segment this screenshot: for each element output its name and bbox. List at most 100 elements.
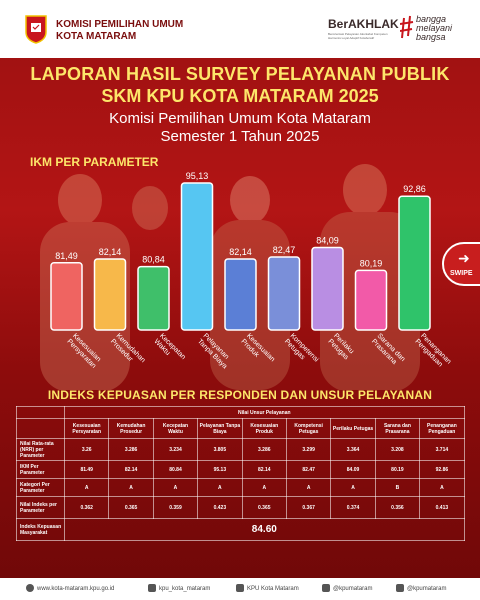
table-cell: A [330, 478, 376, 497]
bar-value-label: 82,14 [99, 247, 122, 257]
footer-x-text: kpu_kota_mataram [159, 586, 211, 592]
bar [224, 258, 257, 331]
bar [311, 246, 344, 331]
berakhlak-subtitle: Berorientasi Pelayanan Akuntabel Kompete… [328, 32, 388, 40]
table-cell: 0.356 [374, 496, 421, 519]
table-cell: A [152, 478, 199, 497]
bar-value-label: 92,86 [403, 184, 426, 194]
report-subtitle-line2: Semester 1 Tahun 2025 [160, 128, 320, 145]
chart-title: IKM PER PARAMETER [30, 155, 159, 169]
report-subtitle-line1: Komisi Pemilihan Umum Kota Mataram [109, 110, 371, 127]
table-cell: 0.367 [285, 496, 332, 519]
table-cell: 84.09 [330, 460, 376, 479]
bar-value-label: 82,47 [273, 245, 296, 255]
table-cell: A [285, 478, 332, 497]
footer-tiktok-text: @kpumataram [407, 586, 447, 592]
category-tick-label: PenangananPengaduan [413, 332, 452, 371]
table-cell: 82.47 [285, 460, 332, 479]
footer-instagram[interactable]: @kpumataram [322, 584, 372, 594]
table-cell: 80.84 [152, 460, 199, 479]
berakhlak-logo: BerAKHLAK Berorientasi Pelayanan Akuntab… [328, 17, 399, 40]
swipe-arrow-icon: ➜ [458, 250, 470, 266]
table-column-header: Kecepatan Waktu [152, 418, 199, 439]
footer-facebook-text: KPU Kota Mataram [247, 586, 299, 592]
table-column-header: Perilaku Petugas [330, 418, 376, 439]
table-row-label: Nilai Rata-rata (NRR) per Parameter [16, 438, 65, 461]
bar [354, 269, 388, 331]
org-name: KOMISI PEMILIHAN UMUM KOTA MATARAM [56, 19, 183, 43]
category-tick-label: KesesuaianProduk [239, 332, 276, 369]
tiktok-icon [396, 584, 404, 593]
table-cell: 0.359 [152, 496, 199, 519]
table-cell: 80.19 [374, 460, 421, 479]
table-cell: A [108, 478, 154, 497]
table-cell: 0.423 [197, 496, 243, 519]
table-cell: 3.714 [419, 438, 465, 461]
table-cell: 92.86 [419, 460, 465, 479]
report-title-line2: SKM KPU KOTA MATARAM 2025 [101, 86, 379, 106]
table-column-header: Kompetensi Petugas [285, 418, 332, 439]
bar [93, 258, 127, 331]
bangga-line3: bangsa [416, 32, 446, 42]
table-row: Nilai Indeks per Parameter 0.362 0.365 0.35… [16, 496, 465, 519]
table-row-label: Nilai Indeks per Parameter [16, 496, 65, 519]
table-cell: 3.26 [63, 438, 110, 461]
table-column-header: Kesesuaian Persyaratan [63, 418, 110, 439]
ikm-table: Nilai Unsur Pelayanan Kesesuaian Persyar… [16, 406, 465, 541]
bangga-melayani-mark-icon [400, 15, 414, 39]
kpu-logo-icon [25, 15, 47, 44]
footer-x[interactable]: kpu_kota_mataram [148, 584, 210, 594]
table-column-header: Penanganan Pengaduan [419, 418, 465, 439]
swipe-label: SWIPE [450, 270, 473, 277]
category-tick-label: KesesuaianPersyaratan [65, 332, 102, 369]
table-row-label: Kategori Per Parameter [16, 478, 65, 497]
category-tick-label: KompetensiPetugas [283, 332, 320, 369]
table-column-header: Kesesuaian Produk [241, 418, 287, 439]
table-cell: 3.286 [108, 438, 154, 461]
table-cell: 3.299 [285, 438, 332, 461]
bar-value-label: 82,14 [229, 247, 252, 257]
table-cell: 3.286 [241, 438, 287, 461]
table-total-row: Indeks Kepuasan Masyarakat 84.60 [16, 518, 465, 541]
table-cell: B [374, 478, 421, 497]
bar-value-label: 80,19 [360, 258, 383, 268]
footer-bar: www.kota-mataram.kpu.go.id kpu_kota_mata… [0, 578, 480, 600]
report-title-line1: LAPORAN HASIL SURVEY PELAYANAN PUBLIK [30, 64, 450, 84]
footer-facebook[interactable]: KPU Kota Mataram [236, 584, 299, 594]
table-cell: 95.13 [197, 460, 243, 479]
bangga-melayani-text: bangga melayani bangsa [416, 15, 452, 42]
swipe-button[interactable]: ➜ SWIPE [442, 242, 480, 286]
table-cell: 3.364 [330, 438, 376, 461]
table-row: IKM Per Parameter 81.49 82.14 80.84 95.13 82.… [16, 460, 465, 479]
footer-website-text: www.kota-mataram.kpu.go.id [37, 586, 115, 592]
footer-website[interactable]: www.kota-mataram.kpu.go.id [26, 584, 114, 594]
ikm-bar-chart: 81,49 KesesuaianPersyaratan 82,14 Kemudahan… [50, 171, 452, 371]
table-cell: 0.413 [419, 496, 465, 519]
table-column-header: Sarana dan Prasarana [374, 418, 421, 439]
table-cell: A [197, 478, 243, 497]
header-bar: KOMISI PEMILIHAN UMUM KOTA MATARAM BerAK… [0, 0, 480, 58]
bar-value-label: 81,49 [55, 251, 78, 261]
bar [50, 262, 83, 331]
bar [180, 182, 214, 331]
table-cell: 0.365 [108, 496, 154, 519]
bangga-line1: bangga [416, 14, 447, 24]
table-corner-cell [16, 406, 65, 419]
table-cell: 82.14 [241, 460, 287, 479]
table-cell: 3.805 [197, 438, 243, 461]
globe-icon [26, 584, 34, 593]
org-name-line1: KOMISI PEMILIHAN UMUM [56, 19, 184, 30]
table-total-label: Indeks Kepuasan Masyarakat [16, 518, 65, 541]
category-tick-label: Sarana danPrasarana [370, 332, 406, 368]
footer-tiktok[interactable]: @kpumataram [396, 584, 446, 594]
org-name-line2: KOTA MATARAM [56, 31, 137, 42]
bar [137, 265, 170, 331]
table-row: Nilai Rata-rata (NRR) per Parameter 3.26 3… [16, 438, 465, 461]
table-row: Kategori Per Parameter A A A A A A A B A [16, 478, 465, 497]
table-cell: 3.234 [152, 438, 199, 461]
table-cell: A [241, 478, 287, 497]
table-column-header: Pelayanan Tanpa Biaya [197, 418, 243, 439]
table-cell: 82.14 [108, 460, 154, 479]
facebook-icon [236, 584, 244, 593]
